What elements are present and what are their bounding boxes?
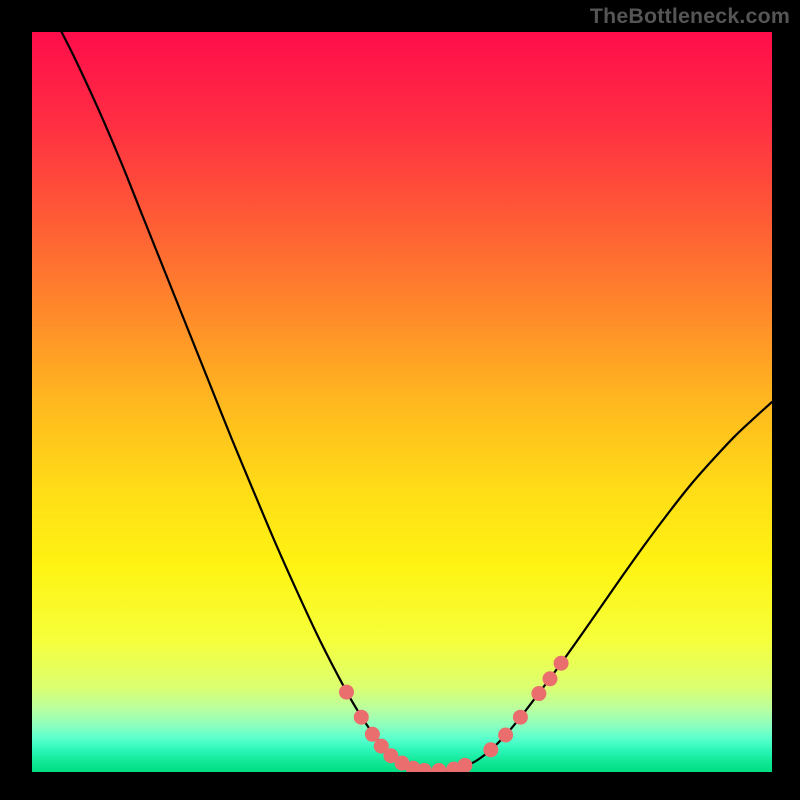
chart-background xyxy=(32,32,772,772)
data-marker xyxy=(365,727,380,742)
data-marker xyxy=(483,742,498,757)
attribution-text: TheBottleneck.com xyxy=(590,4,790,29)
chart-svg xyxy=(32,32,772,772)
data-marker xyxy=(513,710,528,725)
data-marker xyxy=(531,686,546,701)
data-marker xyxy=(554,656,569,671)
data-marker xyxy=(543,671,558,686)
plot-area xyxy=(32,32,772,772)
data-marker xyxy=(354,710,369,725)
chart-stage: TheBottleneck.com xyxy=(0,0,800,800)
data-marker xyxy=(339,685,354,700)
data-marker xyxy=(498,728,513,743)
